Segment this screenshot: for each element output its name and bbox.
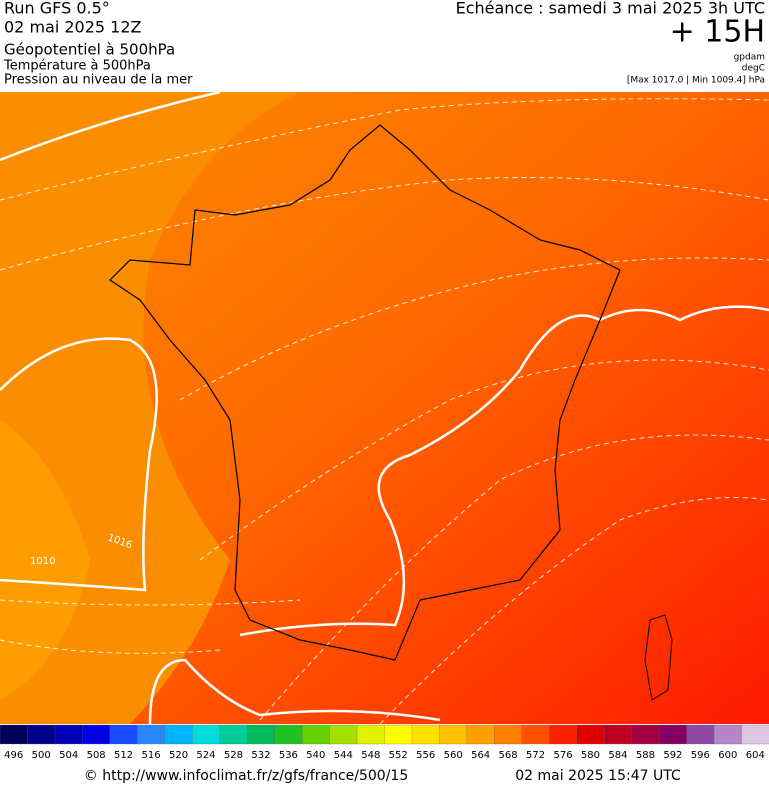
- colorbar-swatch: [521, 724, 550, 745]
- corsica-outline: [644, 614, 673, 701]
- colorbar-label: 572: [526, 750, 545, 761]
- colorbar-label: 532: [251, 750, 270, 761]
- colorbar-swatch: [411, 724, 441, 745]
- colorbar-swatch: [466, 724, 496, 745]
- colorbar-swatch: [329, 724, 358, 745]
- source-url: © http://www.infoclimat.fr/z/gfs/france/…: [84, 768, 408, 784]
- colorbar-swatch: [301, 724, 331, 745]
- colorbar-swatch: [164, 724, 193, 745]
- colorbar-swatch: [356, 724, 386, 745]
- colorbar-swatch: [686, 724, 715, 745]
- colorbar-swatch: [219, 724, 248, 745]
- colorbar-swatch: [741, 724, 769, 745]
- map: 1016 1010: [0, 90, 769, 725]
- colorbar-label: 516: [142, 750, 161, 761]
- colorbar-swatch: [109, 724, 138, 745]
- colorbar-label: 604: [746, 750, 765, 761]
- field-label: Géopotentiel à 500hPa: [4, 41, 175, 59]
- colorbar-label: 592: [663, 750, 682, 761]
- colorbar-swatch: [247, 724, 276, 745]
- valid-time: Echéance : samedi 3 mai 2025 3h UTC: [456, 0, 765, 18]
- colorbar-label: 556: [416, 750, 435, 761]
- colorbar-label: 508: [87, 750, 106, 761]
- field-label: Température à 500hPa: [3, 59, 151, 74]
- colorbar-label: 552: [389, 750, 408, 761]
- colorbar-label: 500: [32, 750, 51, 761]
- run-date: 02 mai 2025 12Z: [4, 18, 142, 37]
- field-label: Pression au niveau de la mer: [4, 73, 193, 88]
- colorbar-swatch: [658, 724, 688, 745]
- colorbar: 496 500 504 508 512 516 520 524 528 532 536 540 544 5…: [0, 724, 769, 761]
- timestamp: 02 mai 2025 15:47 UTC: [515, 768, 681, 784]
- colorbar-label: 544: [334, 750, 353, 761]
- colorbar-label: 600: [718, 750, 737, 761]
- colorbar-label: 512: [114, 750, 133, 761]
- pressure-range: [Max 1017.0 | Min 1009.4] hPa: [627, 76, 765, 86]
- colorbar-label: 520: [169, 750, 188, 761]
- colorbar-label: 524: [196, 750, 215, 761]
- colorbar-swatch: [604, 724, 633, 745]
- colorbar-label: 588: [636, 750, 655, 761]
- colorbar-swatch: [549, 724, 578, 745]
- colorbar-swatch: [631, 724, 660, 745]
- lead-time: + 15H: [670, 15, 765, 50]
- france-outline: [109, 124, 621, 661]
- colorbar-label: 580: [581, 750, 600, 761]
- dashed-contours: [0, 98, 769, 725]
- colorbar-swatch: [494, 724, 523, 745]
- colorbar-label: 584: [608, 750, 627, 761]
- colorbar-label: 548: [361, 750, 380, 761]
- colorbar-swatch: [27, 724, 56, 745]
- colorbar-label: 560: [444, 750, 463, 761]
- colorbar-label: 496: [4, 750, 23, 761]
- colorbar-swatch: [137, 724, 166, 745]
- colorbar-swatch: [192, 724, 221, 745]
- run-label: Run GFS 0.5°: [4, 0, 110, 18]
- colorbar-label: 564: [471, 750, 490, 761]
- colorbar-label: 576: [553, 750, 572, 761]
- unit-label: degC: [742, 64, 765, 74]
- unit-label: gpdam: [734, 53, 765, 63]
- colorbar-swatch: [82, 724, 111, 745]
- colorbar-swatch: [713, 724, 743, 745]
- contour: [0, 337, 158, 592]
- colorbar-label: 528: [224, 750, 243, 761]
- colorbar-swatch: [274, 724, 303, 745]
- colorbar-swatch: [439, 724, 468, 745]
- colorbar-swatch: [54, 724, 84, 745]
- colorbar-label: 596: [691, 750, 710, 761]
- field-zone: [0, 420, 90, 700]
- contour-label: 1010: [30, 556, 55, 567]
- colorbar-swatch: [384, 724, 413, 745]
- colorbar-label: 504: [59, 750, 78, 761]
- contour: [0, 90, 221, 162]
- colorbar-swatch: [576, 724, 605, 745]
- colorbar-label: 536: [279, 750, 298, 761]
- colorbar-label: 540: [306, 750, 325, 761]
- contour: [239, 305, 769, 637]
- colorbar-label: 568: [499, 750, 518, 761]
- colorbar-swatch: [0, 724, 29, 745]
- contour: [148, 658, 441, 725]
